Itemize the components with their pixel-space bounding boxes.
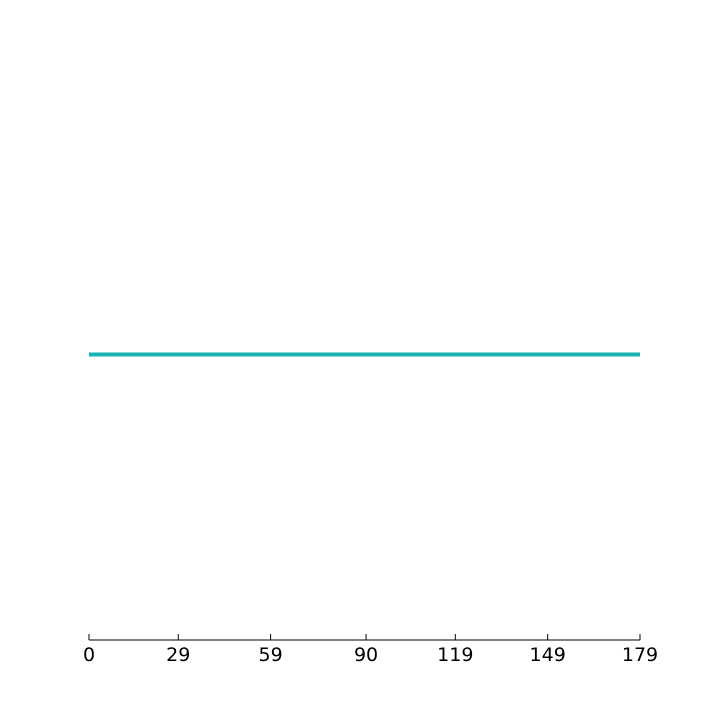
x-tick-label-119: 119 [437, 644, 473, 666]
x-tick-label-149: 149 [530, 644, 566, 666]
x-tick-label-0: 0 [83, 644, 95, 666]
x-tick-label-179: 179 [622, 644, 658, 666]
x-tick-label-90: 90 [354, 644, 378, 666]
x-tick-label-59: 59 [259, 644, 283, 666]
x-axis: 0 29 59 90 119 149 179 [83, 634, 658, 666]
x-tick-label-29: 29 [166, 644, 190, 666]
